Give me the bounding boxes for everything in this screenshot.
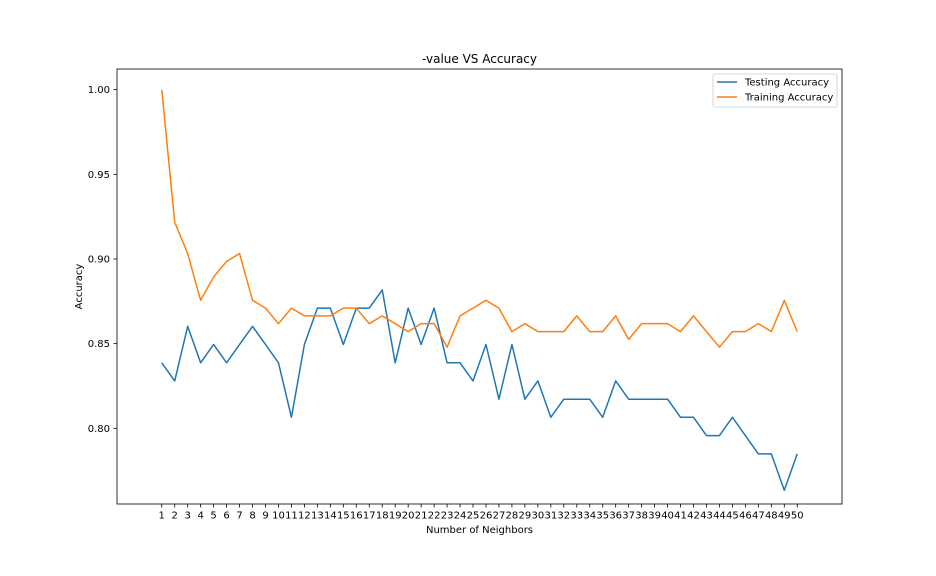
x-tick-label: 26 xyxy=(480,511,493,522)
x-tick-label: 38 xyxy=(635,511,648,522)
x-tick-label: 11 xyxy=(285,511,298,522)
x-tick-label: 28 xyxy=(506,511,519,522)
x-tick-label: 33 xyxy=(570,511,583,522)
y-tick-label: 1.00 xyxy=(88,85,110,96)
x-tick-label: 31 xyxy=(544,511,557,522)
training-accuracy-line xyxy=(161,89,798,348)
x-tick-label: 8 xyxy=(249,511,255,522)
chart-title: -value VS Accuracy xyxy=(422,52,537,66)
x-tick-label: 24 xyxy=(454,511,467,522)
x-tick-label: 37 xyxy=(622,511,635,522)
x-tick-label: 40 xyxy=(661,511,674,522)
x-tick-label: 44 xyxy=(713,511,726,522)
x-tick-label: 10 xyxy=(272,511,285,522)
y-axis-label: Accuracy xyxy=(74,264,85,310)
legend-label-training: Training Accuracy xyxy=(744,93,833,104)
y-tick-label: 0.90 xyxy=(88,254,110,265)
x-tick-label: 45 xyxy=(726,511,739,522)
x-tick-label: 29 xyxy=(519,511,532,522)
x-tick-label: 47 xyxy=(752,511,765,522)
series-layer xyxy=(161,89,798,492)
x-tick-label: 22 xyxy=(428,511,441,522)
plot-area-frame xyxy=(116,68,843,505)
y-tick-label: 0.85 xyxy=(88,339,110,350)
x-axis-label: Number of Neighbors xyxy=(426,525,533,536)
legend: Testing Accuracy Training Accuracy xyxy=(712,73,838,108)
x-tick-label: 9 xyxy=(262,511,268,522)
x-tick-label: 46 xyxy=(739,511,752,522)
x-tick-label: 27 xyxy=(493,511,506,522)
x-tick-label: 30 xyxy=(531,511,544,522)
x-tick-label: 32 xyxy=(557,511,570,522)
x-tick-label: 50 xyxy=(791,511,804,522)
x-tick-label: 3 xyxy=(184,511,190,522)
x-tick-label: 6 xyxy=(223,511,229,522)
legend-label-testing: Testing Accuracy xyxy=(744,78,829,89)
x-tick-label: 20 xyxy=(402,511,415,522)
testing-accuracy-line xyxy=(161,289,798,492)
x-tick-label: 48 xyxy=(765,511,778,522)
x-tick-label: 12 xyxy=(298,511,311,522)
x-tick-label: 17 xyxy=(363,511,376,522)
x-tick-label: 2 xyxy=(172,511,178,522)
x-tick-label: 25 xyxy=(467,511,480,522)
x-tick-label: 7 xyxy=(236,511,242,522)
x-tick-label: 43 xyxy=(700,511,713,522)
x-tick-label: 18 xyxy=(376,511,389,522)
x-tick-label: 16 xyxy=(350,511,363,522)
x-tick-label: 36 xyxy=(609,511,622,522)
x-tick-label: 13 xyxy=(311,511,324,522)
x-tick-label: 34 xyxy=(583,511,596,522)
x-tick-label: 15 xyxy=(337,511,350,522)
x-tick-label: 1 xyxy=(159,511,165,522)
x-tick-label: 4 xyxy=(197,511,203,522)
x-tick-label: 42 xyxy=(687,511,700,522)
x-tick-label: 23 xyxy=(441,511,454,522)
x-tick-label: 21 xyxy=(415,511,428,522)
y-tick-label: 0.80 xyxy=(88,424,110,435)
x-tick-label: 39 xyxy=(648,511,661,522)
legend-frame xyxy=(712,73,838,108)
x-tick-label: 41 xyxy=(674,511,687,522)
y-tick-label: 0.95 xyxy=(88,170,110,181)
x-tick-label: 19 xyxy=(389,511,402,522)
x-tick-label: 5 xyxy=(210,511,216,522)
x-tick-label: 14 xyxy=(324,511,337,522)
x-axis-ticks: 1 2 3 4 5 6 7 8 9 10 11 12 13 14 15 16 17 18 19 20 21 22 23 24 2… xyxy=(159,504,804,522)
x-tick-label: 35 xyxy=(596,511,609,522)
x-tick-label: 49 xyxy=(778,511,791,522)
y-axis-ticks: 0.80 0.85 0.90 0.95 1.00 xyxy=(88,85,117,435)
